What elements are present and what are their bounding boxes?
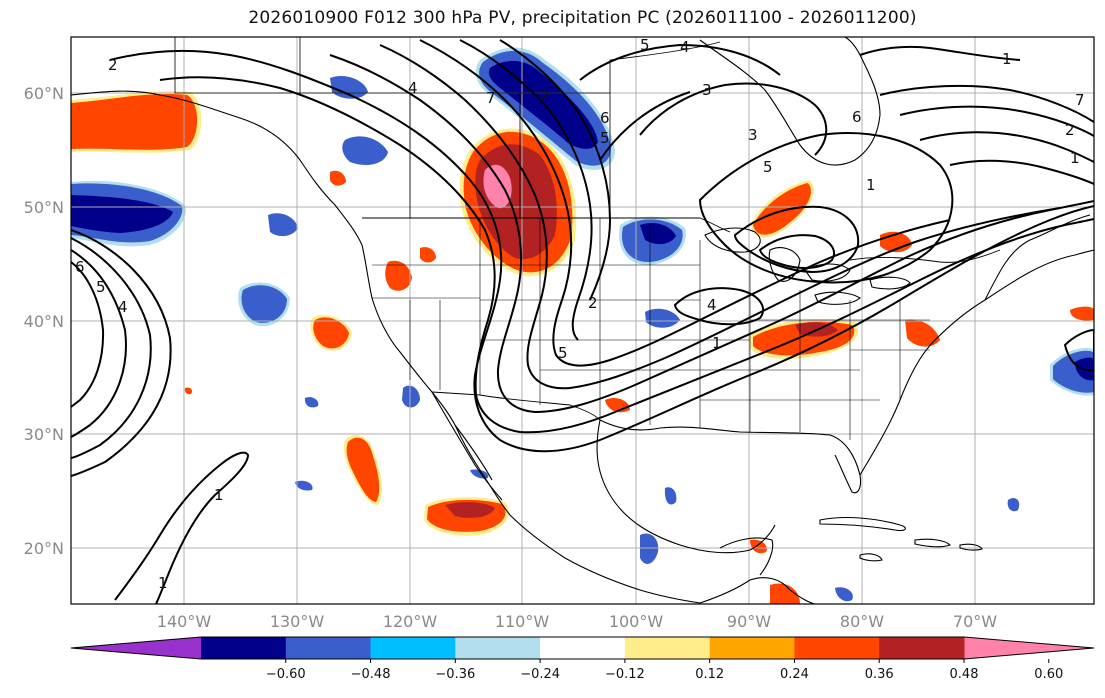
colorbar-tick-label: 0.24 bbox=[780, 667, 809, 682]
contour-label: 1 bbox=[214, 486, 224, 504]
lon-label: 80°W bbox=[840, 612, 884, 631]
figure-title: 2026010900 F012 300 hPa PV, precipitatio… bbox=[248, 8, 917, 28]
pv-contours bbox=[71, 39, 1094, 604]
colorbar-outline bbox=[70, 636, 1095, 660]
colorbar-tick-label: −0.60 bbox=[266, 667, 306, 682]
contour-label: 7 bbox=[1075, 91, 1085, 109]
colorbar-segment bbox=[455, 637, 541, 659]
contour-label: 2 bbox=[108, 56, 118, 74]
contour-label: 2 bbox=[540, 86, 550, 104]
colorbar-segment bbox=[540, 637, 626, 659]
lon-label: 130°W bbox=[270, 612, 325, 631]
colorbar-tick-label: −0.24 bbox=[520, 667, 560, 682]
colorbar-segment bbox=[285, 637, 372, 659]
contour-label: 2 bbox=[588, 294, 598, 312]
contour-label: 4 bbox=[680, 38, 690, 56]
lon-label: 140°W bbox=[157, 612, 212, 631]
map-frame bbox=[70, 36, 1095, 605]
lon-label: 100°W bbox=[609, 612, 664, 631]
colorbar-tick-label: 0.48 bbox=[950, 667, 979, 682]
contour-label: 6 bbox=[852, 108, 862, 126]
state-borders bbox=[372, 218, 930, 440]
contour-label: 4 bbox=[408, 79, 418, 97]
lat-label: 30°N bbox=[24, 425, 64, 444]
contour-label: 5 bbox=[600, 129, 610, 147]
contour-label: 5 bbox=[96, 278, 106, 296]
contour-label: 1 bbox=[866, 176, 876, 194]
longitude-labels: 140°W 130°W 120°W 110°W 100°W 90°W 80°W … bbox=[157, 612, 997, 631]
contour-label: 7 bbox=[486, 89, 496, 107]
colorbar-extend-min bbox=[71, 637, 201, 659]
lat-label: 40°N bbox=[24, 312, 64, 331]
contour-label: 3 bbox=[702, 81, 712, 99]
contour-label: 6 bbox=[75, 258, 85, 276]
lon-label: 90°W bbox=[727, 612, 771, 631]
contour-label: 5 bbox=[640, 36, 650, 54]
lat-label: 20°N bbox=[24, 539, 64, 558]
contour-label: 5 bbox=[558, 344, 568, 362]
contour-label: 3 bbox=[748, 126, 758, 144]
latitude-labels: 60°N 50°N 40°N 30°N 20°N bbox=[24, 84, 64, 558]
map-area[interactable]: 2 4 7 2 5 4 6 5 3 5 3 6 7 1 1 5 2 4 1 1 … bbox=[71, 36, 1094, 604]
lat-label: 50°N bbox=[24, 198, 64, 217]
lon-label: 120°W bbox=[383, 612, 438, 631]
colorbar-segment bbox=[624, 637, 711, 659]
colorbar-segment bbox=[794, 637, 880, 659]
coastlines-borders bbox=[71, 37, 1094, 604]
colorbar-tick-label: −0.12 bbox=[605, 667, 645, 682]
colorbar-segment bbox=[370, 637, 456, 659]
lon-label: 110°W bbox=[495, 612, 550, 631]
lon-label: 70°W bbox=[953, 612, 997, 631]
contour-labels: 2 4 7 2 5 4 6 5 3 5 3 6 7 1 1 5 2 4 1 1 … bbox=[75, 36, 1085, 592]
colorbar-tick-label: 0.60 bbox=[1034, 667, 1063, 682]
colorbar-segment bbox=[201, 637, 287, 659]
contour-label: 6 bbox=[600, 109, 610, 127]
colorbar-segment bbox=[879, 637, 965, 659]
colorbar-tick-label: 0.36 bbox=[865, 667, 894, 682]
contour-label: 4 bbox=[707, 296, 717, 314]
colorbar-tick-label: 0.12 bbox=[695, 667, 724, 682]
colorbar: −0.60 −0.48 −0.36 −0.24 −0.12 0.12 0.24 0.36 0.4… bbox=[70, 636, 1095, 682]
contour-label: 4 bbox=[118, 298, 128, 316]
colorbar-tick-label: −0.36 bbox=[435, 667, 475, 682]
contour-label: 2 bbox=[1065, 121, 1075, 139]
contour-label: 5 bbox=[763, 158, 773, 176]
colorbar-extend-max bbox=[964, 637, 1094, 659]
lat-label: 60°N bbox=[24, 84, 64, 103]
contour-label: 1 bbox=[1070, 149, 1080, 167]
contour-label: 1 bbox=[712, 334, 722, 352]
colorbar-segment bbox=[709, 637, 795, 659]
contour-label: 1 bbox=[158, 574, 168, 592]
contour-label: 1 bbox=[1002, 50, 1012, 68]
colorbar-tick-label: −0.48 bbox=[351, 667, 391, 682]
